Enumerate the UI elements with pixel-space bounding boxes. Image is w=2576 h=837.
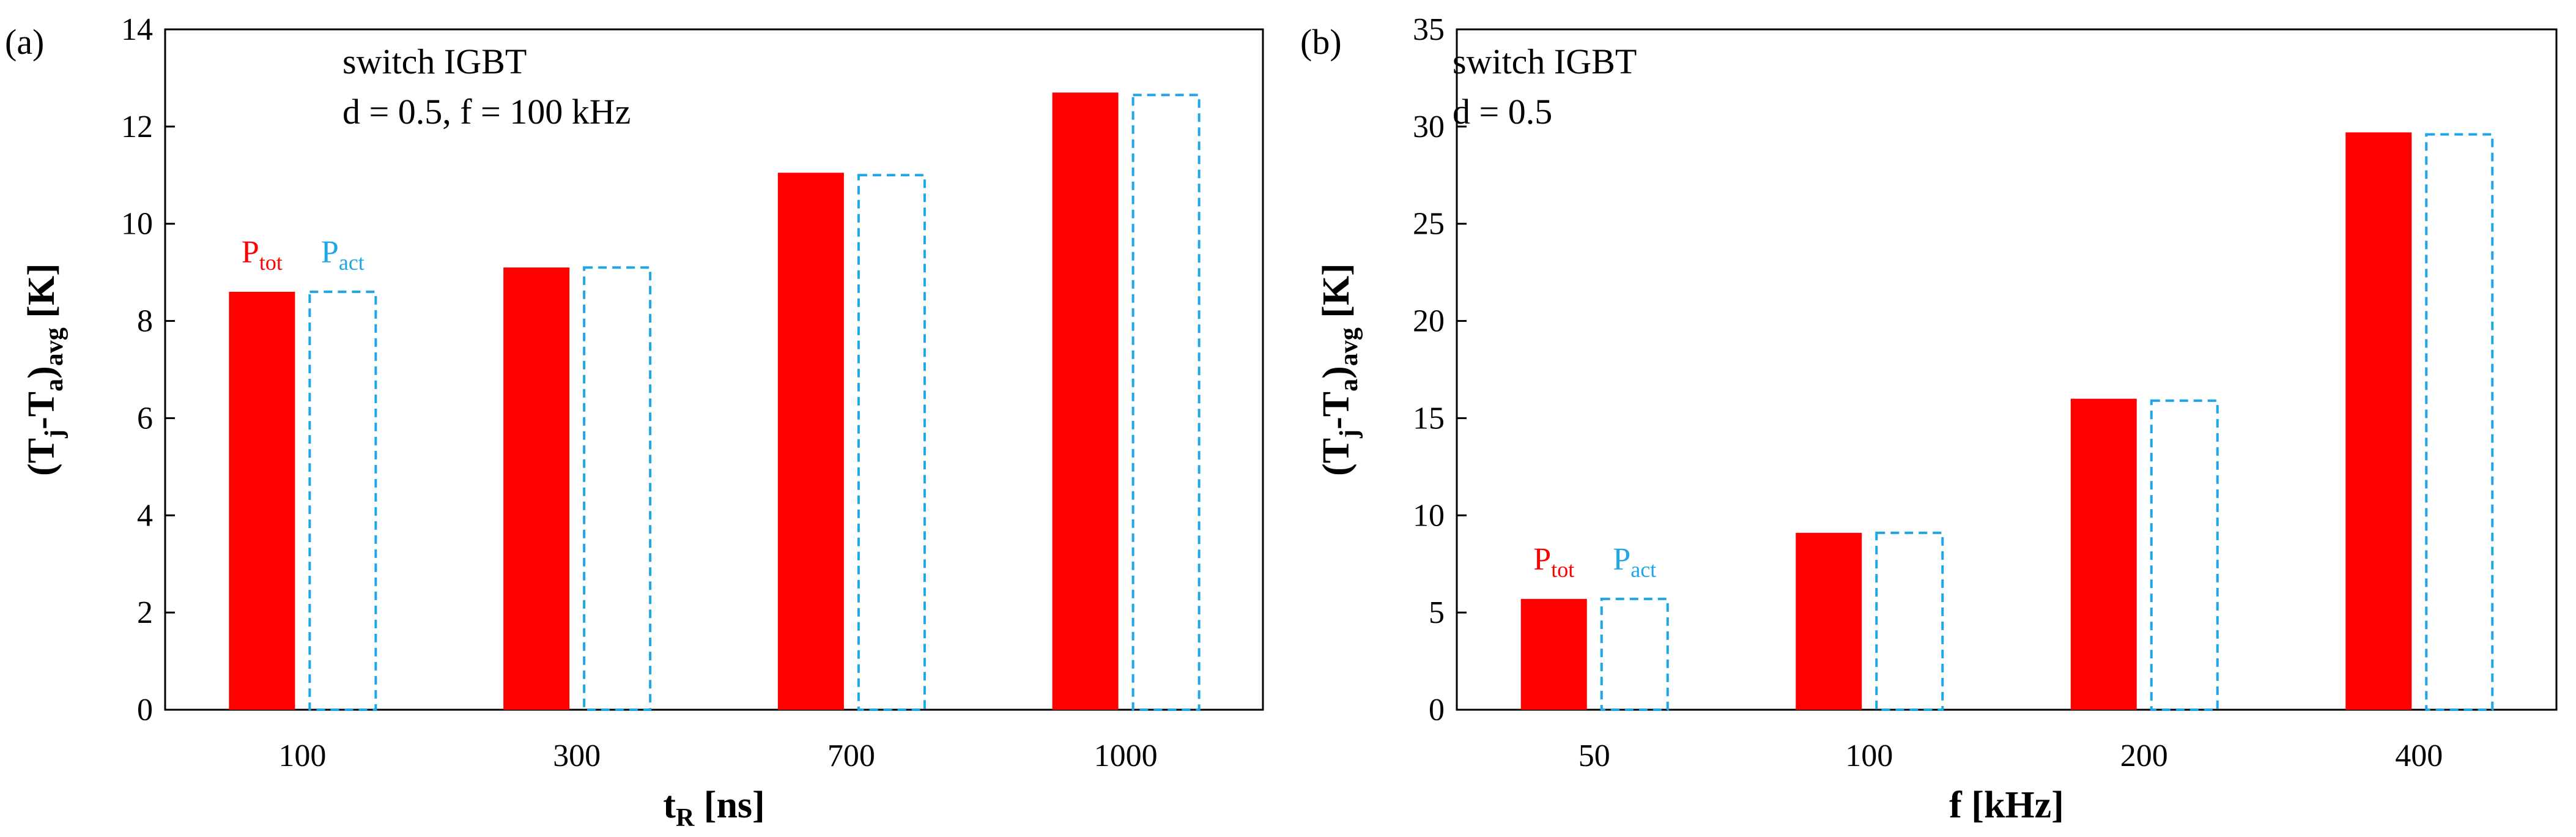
- x-axis-title: f [kHz]: [1949, 784, 2064, 826]
- legend-main: P: [321, 235, 339, 270]
- plot-frame: [164, 28, 1264, 711]
- y-tick-label: 5: [1429, 595, 1445, 630]
- y-title-sub: j: [1335, 430, 1363, 439]
- y-title-sub: a: [1335, 379, 1363, 392]
- y-tick-label: 6: [137, 401, 153, 436]
- legend-sub: act: [1630, 557, 1656, 582]
- bar-act-700: [857, 174, 926, 711]
- y-tick-label: 25: [1413, 207, 1445, 242]
- y-tick-label: 8: [137, 304, 153, 339]
- x-title-rest: [ns]: [694, 784, 764, 826]
- y-title-part: ): [1316, 366, 1357, 379]
- bar-tot-100: [229, 291, 295, 710]
- x-tick-label: 400: [2395, 738, 2443, 773]
- panel-label: (a): [5, 22, 44, 62]
- legend-sub: tot: [259, 250, 283, 275]
- legend-sub: tot: [1551, 557, 1574, 582]
- y-axis-title: (Tj-Ta)avg [K]: [21, 263, 68, 476]
- y-tick-label: 12: [121, 110, 153, 144]
- y-title-part: [K]: [1316, 263, 1357, 327]
- y-title-part: ): [21, 366, 62, 379]
- y-title-sub: avg: [1335, 327, 1363, 366]
- y-tick-label: 2: [137, 595, 153, 630]
- bar-tot-100: [1796, 532, 1862, 710]
- y-title-part: [K]: [21, 263, 62, 327]
- y-title-part: -T: [1316, 392, 1357, 430]
- y-tick-label: 10: [121, 207, 153, 242]
- bar-tot-200: [2070, 398, 2137, 710]
- legend-label-tot: Ptot: [1533, 542, 1574, 582]
- legend-main: P: [242, 235, 259, 270]
- legend-sub: act: [339, 250, 365, 275]
- y-title-part: (T: [21, 438, 62, 476]
- legend-main: P: [1613, 542, 1630, 577]
- y-tick-label: 15: [1413, 401, 1445, 436]
- legend-label-act: Pact: [321, 235, 365, 275]
- y-tick-label: 30: [1413, 110, 1445, 144]
- bar-act-300: [583, 266, 652, 711]
- y-tick-label: 20: [1413, 304, 1445, 339]
- x-title-main: f [kHz]: [1949, 784, 2064, 826]
- x-title-sub: R: [676, 804, 695, 832]
- bar-act-50: [1600, 597, 1669, 711]
- x-tick-label: 700: [827, 738, 875, 773]
- bar-act-400: [2425, 133, 2494, 711]
- bar-tot-50: [1520, 598, 1587, 710]
- legend-label-tot: Ptot: [242, 235, 283, 275]
- x-tick-label: 100: [1845, 738, 1893, 773]
- x-tick-label: 100: [278, 738, 326, 773]
- bar-tot-300: [503, 267, 570, 710]
- y-tick-label: 10: [1413, 498, 1445, 533]
- legend-main: P: [1533, 542, 1551, 577]
- x-tick-label: 200: [2120, 738, 2168, 773]
- y-title-sub: a: [40, 379, 68, 392]
- legend-label-act: Pact: [1613, 542, 1656, 582]
- x-tick-label: 300: [553, 738, 601, 773]
- bar-act-1000: [1131, 94, 1201, 711]
- bar-tot-1000: [1052, 92, 1119, 710]
- bar-act-100: [1875, 531, 1944, 711]
- bar-act-100: [308, 290, 377, 711]
- x-axis-title: tR [ns]: [663, 784, 764, 832]
- annotation-line: switch IGBT: [342, 42, 527, 81]
- bar-act-200: [2150, 399, 2219, 711]
- y-title-sub: j: [40, 430, 68, 439]
- panel-label: (b): [1300, 22, 1342, 62]
- bar-tot-700: [777, 173, 844, 710]
- bar-tot-400: [2345, 132, 2412, 710]
- y-tick-label: 0: [137, 693, 153, 727]
- y-title-sub: avg: [40, 327, 68, 366]
- x-title-main: t: [663, 784, 676, 826]
- y-tick-label: 4: [137, 498, 153, 533]
- annotation-line: switch IGBT: [1453, 42, 1637, 81]
- plot-frame: [1456, 28, 2558, 711]
- y-tick-label: 0: [1429, 693, 1445, 727]
- annotation-line: d = 0.5: [1453, 92, 1552, 132]
- y-tick-label: 14: [121, 12, 153, 47]
- annotation-line: d = 0.5, f = 100 kHz: [342, 92, 631, 132]
- x-tick-label: 50: [1579, 738, 1610, 773]
- y-title-part: -T: [21, 392, 62, 430]
- x-tick-label: 1000: [1094, 738, 1158, 773]
- y-title-part: (T: [1316, 438, 1357, 476]
- y-axis-title: (Tj-Ta)avg [K]: [1316, 263, 1363, 476]
- y-tick-label: 35: [1413, 12, 1445, 47]
